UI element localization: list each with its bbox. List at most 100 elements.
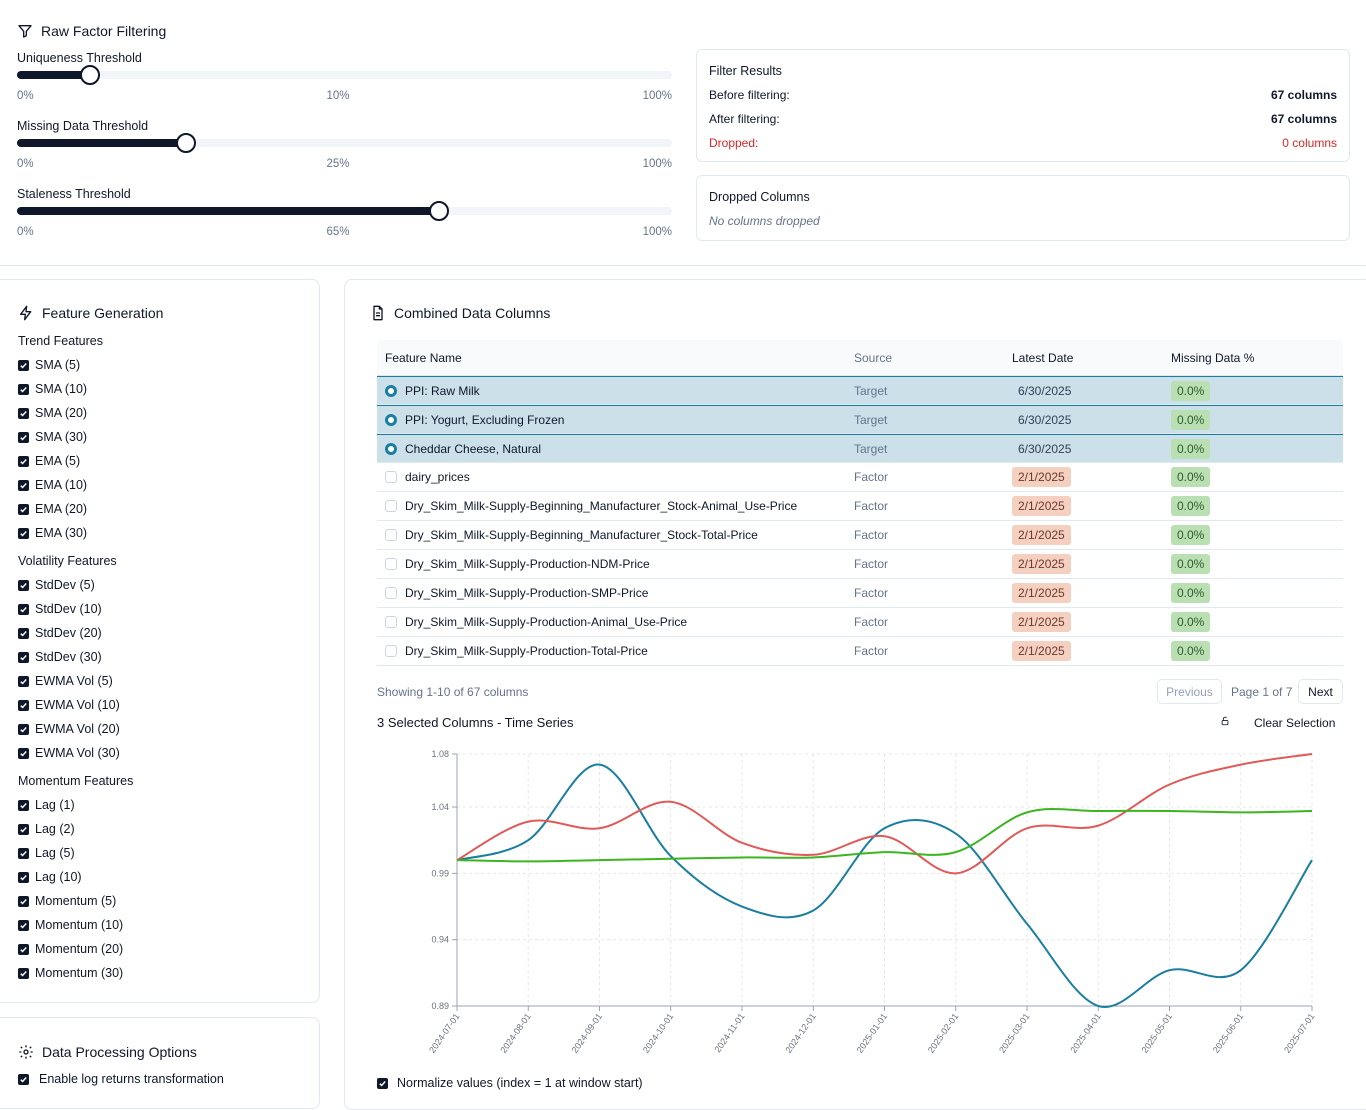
checkbox-checked[interactable] bbox=[18, 603, 29, 615]
checkbox-ewma-vol-10[interactable]: EWMA Vol (10) bbox=[18, 697, 120, 713]
row-select-toggle[interactable] bbox=[385, 471, 397, 483]
x-tick-label: 2025-01-01 bbox=[855, 1011, 890, 1054]
latest-date-cell: 2/1/2025 bbox=[1012, 641, 1171, 661]
checkbox-checked[interactable] bbox=[18, 383, 29, 395]
checkbox-checked[interactable] bbox=[18, 847, 29, 859]
checkbox-ema-20[interactable]: EMA (20) bbox=[18, 501, 87, 517]
header-latest-date[interactable]: Latest Date bbox=[1012, 350, 1074, 365]
series-line-1 bbox=[456, 763, 1313, 1009]
checkbox-checked[interactable] bbox=[18, 675, 29, 687]
x-tick-label: 2024-07-01 bbox=[427, 1011, 462, 1054]
missing-data-threshold-slider: Missing Data Threshold 0% 25% 100% bbox=[17, 119, 672, 172]
latest-date-cell: 2/1/2025 bbox=[1012, 496, 1171, 516]
table-row[interactable]: PPI: Yogurt, Excluding Frozen Target 6/30/… bbox=[377, 405, 1343, 434]
table-row[interactable]: Dry_Skim_Milk-Supply-Beginning_Manufactu… bbox=[377, 492, 1343, 521]
normalize-checkbox-row[interactable]: Normalize values (index = 1 at window st… bbox=[377, 1076, 643, 1090]
checkbox-checked[interactable] bbox=[18, 871, 29, 883]
checkbox-checked[interactable] bbox=[18, 1073, 29, 1085]
checkbox-momentum-20[interactable]: Momentum (20) bbox=[18, 941, 123, 957]
table-row[interactable]: Dry_Skim_Milk-Supply-Production-Total-Pr… bbox=[377, 637, 1343, 666]
checkbox-ewma-vol-20[interactable]: EWMA Vol (20) bbox=[18, 721, 120, 737]
x-tick-label: 2024-09-01 bbox=[570, 1011, 605, 1054]
clear-selection-button[interactable]: Clear Selection bbox=[1254, 716, 1336, 730]
checkbox-checked[interactable] bbox=[18, 455, 29, 467]
checkbox-checked[interactable] bbox=[18, 627, 29, 639]
checkbox-checked[interactable] bbox=[18, 579, 29, 591]
checkbox-checked[interactable] bbox=[377, 1077, 388, 1089]
checkbox-checked[interactable] bbox=[18, 359, 29, 371]
checkbox-momentum-5[interactable]: Momentum (5) bbox=[18, 893, 116, 909]
checkbox-checked[interactable] bbox=[18, 527, 29, 539]
row-select-toggle[interactable] bbox=[385, 645, 397, 657]
checkbox-checked[interactable] bbox=[18, 967, 29, 979]
checkbox-sma-5[interactable]: SMA (5) bbox=[18, 357, 80, 373]
checkbox-ema-10[interactable]: EMA (10) bbox=[18, 477, 87, 493]
slider-thumb[interactable] bbox=[429, 201, 449, 221]
slider-track[interactable] bbox=[17, 201, 672, 221]
header-missing-data[interactable]: Missing Data % bbox=[1171, 350, 1255, 365]
checkbox-checked[interactable] bbox=[18, 823, 29, 835]
checkbox-stddev-30[interactable]: StdDev (30) bbox=[18, 649, 102, 665]
checkbox-lag-10[interactable]: Lag (10) bbox=[18, 869, 82, 885]
slider-track[interactable] bbox=[17, 65, 672, 85]
header-feature-name[interactable]: Feature Name bbox=[385, 350, 462, 365]
previous-button[interactable]: Previous bbox=[1157, 679, 1222, 704]
time-series-chart: 0.89 0.94 0.99 1.04 1.08 2024-07-01 2024-08-01… bbox=[427, 749, 1317, 1055]
table-row[interactable]: dairy_prices Factor 2/1/2025 0.0% bbox=[377, 463, 1343, 492]
table-row[interactable]: PPI: Raw Milk Target 6/30/2025 0.0% bbox=[377, 376, 1343, 405]
checkbox-lag-5[interactable]: Lag (5) bbox=[18, 845, 75, 861]
slider-thumb[interactable] bbox=[80, 65, 100, 85]
table-row[interactable]: Dry_Skim_Milk-Supply-Production-Animal_U… bbox=[377, 608, 1343, 637]
checkbox-lag-1[interactable]: Lag (1) bbox=[18, 797, 75, 813]
missing-badge: 0.0% bbox=[1171, 496, 1211, 516]
checkbox-sma-10[interactable]: SMA (10) bbox=[18, 381, 87, 397]
row-select-toggle[interactable] bbox=[385, 384, 397, 397]
checkbox-stddev-10[interactable]: StdDev (10) bbox=[18, 601, 102, 617]
next-button[interactable]: Next bbox=[1298, 679, 1343, 704]
header-source[interactable]: Source bbox=[854, 350, 893, 365]
checkbox-checked[interactable] bbox=[18, 699, 29, 711]
unlock-icon[interactable] bbox=[1220, 716, 1230, 726]
checkbox-checked[interactable] bbox=[18, 799, 29, 811]
checkbox-momentum-30[interactable]: Momentum (30) bbox=[18, 965, 123, 981]
row-select-toggle[interactable] bbox=[385, 587, 397, 599]
checkbox-checked[interactable] bbox=[18, 479, 29, 491]
slider-thumb[interactable] bbox=[176, 133, 196, 153]
row-select-toggle[interactable] bbox=[385, 558, 397, 570]
row-select-toggle[interactable] bbox=[385, 413, 397, 426]
checkbox-stddev-20[interactable]: StdDev (20) bbox=[18, 625, 102, 641]
checkbox-momentum-10[interactable]: Momentum (10) bbox=[18, 917, 123, 933]
checkbox-checked[interactable] bbox=[18, 407, 29, 419]
raw-factor-filtering-section: Raw Factor Filtering Uniqueness Threshol… bbox=[0, 0, 1366, 266]
checkbox-checked[interactable] bbox=[18, 943, 29, 955]
source-cell: Factor bbox=[854, 470, 889, 484]
source-cell: Target bbox=[854, 412, 888, 427]
date-badge: 2/1/2025 bbox=[1012, 496, 1071, 516]
checkbox-checked[interactable] bbox=[18, 919, 29, 931]
table-row[interactable]: Cheddar Cheese, Natural Target 6/30/2025 0.… bbox=[377, 434, 1343, 463]
table-row[interactable]: Dry_Skim_Milk-Supply-Production-NDM-Pric… bbox=[377, 550, 1343, 579]
checkbox-ema-5[interactable]: EMA (5) bbox=[18, 453, 80, 469]
checkbox-sma-30[interactable]: SMA (30) bbox=[18, 429, 87, 445]
row-select-toggle[interactable] bbox=[385, 616, 397, 628]
checkbox-ewma-vol-30[interactable]: EWMA Vol (30) bbox=[18, 745, 120, 761]
checkbox-checked[interactable] bbox=[18, 747, 29, 759]
checkbox-checked[interactable] bbox=[18, 723, 29, 735]
checkbox-stddev-5[interactable]: StdDev (5) bbox=[18, 577, 95, 593]
checkbox-ema-30[interactable]: EMA (30) bbox=[18, 525, 87, 541]
checkbox-ewma-vol-5[interactable]: EWMA Vol (5) bbox=[18, 673, 113, 689]
slider-track[interactable] bbox=[17, 133, 672, 153]
table-row[interactable]: Dry_Skim_Milk-Supply-Beginning_Manufactu… bbox=[377, 521, 1343, 550]
checkbox-log-returns[interactable]: Enable log returns transformation bbox=[18, 1071, 224, 1087]
checkbox-checked[interactable] bbox=[18, 651, 29, 663]
row-select-toggle[interactable] bbox=[385, 529, 397, 541]
checkbox-checked[interactable] bbox=[18, 431, 29, 443]
checkbox-checked[interactable] bbox=[18, 503, 29, 515]
checkbox-sma-20[interactable]: SMA (20) bbox=[18, 405, 87, 421]
checkbox-lag-2[interactable]: Lag (2) bbox=[18, 821, 75, 837]
row-select-toggle[interactable] bbox=[385, 500, 397, 512]
table-row[interactable]: Dry_Skim_Milk-Supply-Production-SMP-Pric… bbox=[377, 579, 1343, 608]
row-select-toggle[interactable] bbox=[385, 442, 397, 455]
missing-cell: 0.0% bbox=[1171, 612, 1343, 632]
checkbox-checked[interactable] bbox=[18, 895, 29, 907]
